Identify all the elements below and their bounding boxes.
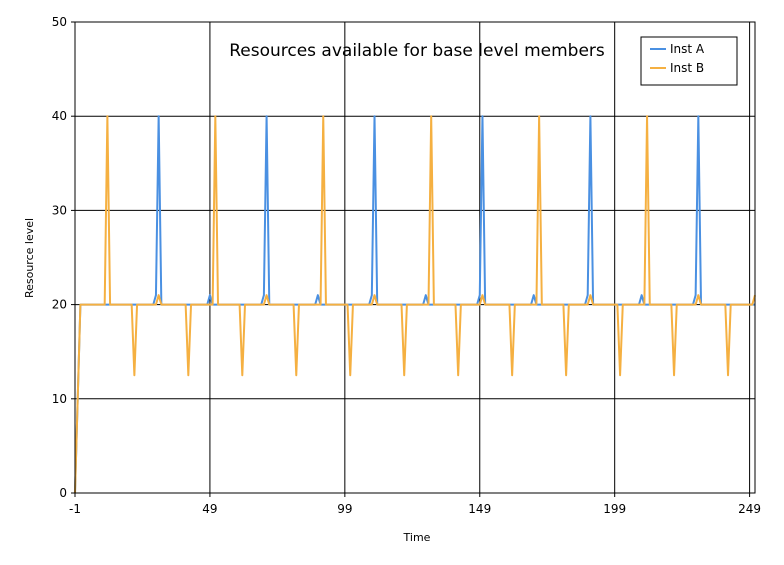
x-tick-label: 99	[337, 502, 352, 516]
legend-label-inst-a: Inst A	[670, 42, 705, 56]
y-axis-title: Resource level	[23, 218, 36, 298]
x-tick-label: -1	[69, 502, 81, 516]
ticks-layer: 0 10 20 30 40 50 -1 49 99 149 199 249	[52, 15, 761, 516]
legend: Inst A Inst B	[640, 36, 738, 86]
x-tick-label: 199	[603, 502, 626, 516]
y-tick-label: 0	[59, 486, 67, 500]
legend-label-inst-b: Inst B	[670, 61, 704, 75]
grid-layer	[74, 21, 755, 494]
x-tick-label: 149	[468, 502, 491, 516]
plot-frame	[74, 21, 756, 494]
y-tick-label: 50	[52, 15, 67, 29]
series-line-inst-b	[74, 115, 756, 494]
series-line-inst-a	[74, 115, 755, 494]
series-layer	[74, 115, 756, 494]
y-tick-label: 40	[52, 109, 67, 123]
x-tick-label: 249	[738, 502, 761, 516]
x-tick-label: 49	[202, 502, 217, 516]
x-axis-title: Time	[403, 531, 431, 544]
legend-box	[640, 36, 738, 86]
y-tick-label: 30	[52, 203, 67, 217]
y-tick-label: 10	[52, 392, 67, 406]
chart-title: Resources available for base level membe…	[229, 41, 605, 61]
y-tick-label: 20	[52, 298, 67, 312]
axes-layer	[74, 21, 756, 494]
